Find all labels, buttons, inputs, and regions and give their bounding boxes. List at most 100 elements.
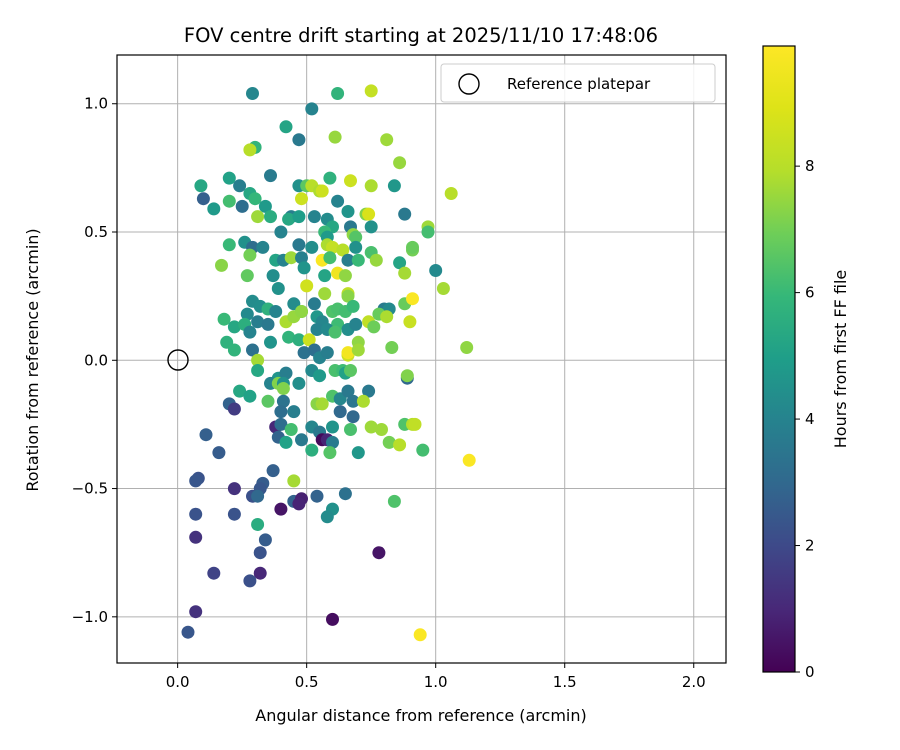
data-point	[212, 446, 226, 460]
data-point	[346, 299, 360, 313]
data-point	[333, 405, 347, 419]
colorbar-label: Hours from first FF file	[831, 270, 850, 449]
data-point	[341, 253, 355, 267]
data-point	[385, 341, 399, 354]
data-point	[227, 507, 241, 521]
data-point	[421, 225, 435, 239]
data-point	[372, 546, 386, 560]
data-point	[251, 315, 265, 329]
data-point	[323, 446, 337, 460]
data-point	[256, 240, 270, 254]
plot-frame	[116, 54, 727, 664]
data-point	[295, 251, 308, 265]
data-point	[375, 423, 388, 436]
data-point	[338, 487, 352, 501]
legend-marker	[458, 73, 480, 95]
data-point	[282, 212, 296, 226]
colorbar-tick-label: 2	[805, 537, 815, 555]
data-point	[222, 171, 236, 185]
data-point	[349, 240, 363, 254]
data-point	[323, 171, 337, 185]
data-point	[387, 179, 401, 193]
data-point	[295, 433, 308, 447]
data-point	[380, 310, 394, 324]
legend-box	[440, 63, 716, 103]
data-point	[400, 369, 414, 383]
data-point	[341, 205, 355, 218]
data-point	[315, 397, 329, 411]
data-point	[367, 320, 381, 334]
data-point	[266, 464, 280, 478]
data-point	[310, 489, 324, 503]
data-point	[313, 369, 327, 383]
data-point	[346, 394, 360, 408]
y-tick-label: 0.0	[84, 351, 108, 369]
colorbar-tick-label: 6	[805, 284, 815, 302]
data-point	[207, 566, 221, 580]
data-point	[189, 507, 203, 521]
x-axis-ticks: 0.0 0.5 1.0 1.5 2.0	[166, 663, 706, 691]
data-point	[310, 323, 324, 336]
data-point	[364, 84, 378, 98]
data-point	[341, 384, 355, 398]
data-point	[416, 443, 430, 457]
data-point	[292, 210, 306, 224]
data-point	[215, 258, 228, 272]
data-point	[292, 333, 306, 347]
data-point	[344, 364, 357, 377]
data-point	[300, 279, 314, 293]
y-tick-label: 1.0	[84, 95, 108, 113]
data-point	[227, 482, 241, 496]
data-point	[279, 366, 293, 380]
data-point	[307, 210, 321, 224]
data-point	[349, 317, 363, 331]
data-points	[181, 84, 476, 642]
legend: Reference platepar	[440, 63, 716, 103]
y-tick-label: −0.5	[72, 480, 108, 498]
x-tick-label: 1.0	[424, 673, 448, 691]
data-point	[344, 174, 357, 188]
data-point	[274, 502, 288, 516]
data-point	[351, 253, 365, 267]
data-point	[364, 220, 378, 234]
data-point	[258, 199, 272, 213]
data-point	[243, 248, 257, 262]
chart-title: FOV centre drift starting at 2025/11/10 …	[184, 24, 658, 47]
data-point	[243, 143, 257, 157]
data-point	[233, 384, 247, 398]
data-point	[382, 435, 396, 449]
data-point	[413, 628, 427, 642]
data-point	[251, 353, 265, 367]
data-point	[189, 605, 203, 619]
x-tick-label: 2.0	[682, 673, 706, 691]
data-point	[292, 376, 306, 390]
data-point	[341, 346, 355, 360]
data-point	[227, 320, 241, 334]
data-point	[282, 330, 296, 344]
x-tick-label: 0.5	[295, 673, 319, 691]
data-point	[369, 253, 383, 267]
data-point	[393, 438, 407, 452]
colorbar	[762, 45, 796, 673]
data-point	[243, 389, 257, 403]
data-point	[240, 269, 254, 283]
data-point	[336, 243, 350, 257]
data-point	[269, 305, 283, 318]
data-point	[364, 179, 378, 193]
data-point	[258, 533, 272, 547]
data-point	[261, 394, 275, 408]
data-point	[227, 402, 241, 416]
data-point	[351, 343, 365, 357]
data-point	[305, 443, 319, 457]
data-point	[302, 333, 316, 347]
x-tick-label: 1.5	[553, 673, 577, 691]
data-point	[235, 199, 249, 213]
data-point	[222, 194, 236, 208]
data-point	[253, 566, 267, 580]
data-point	[274, 405, 288, 419]
data-point	[284, 251, 298, 265]
colorbar-tick-label: 8	[805, 157, 815, 175]
data-point	[328, 325, 342, 339]
data-point	[297, 346, 311, 360]
